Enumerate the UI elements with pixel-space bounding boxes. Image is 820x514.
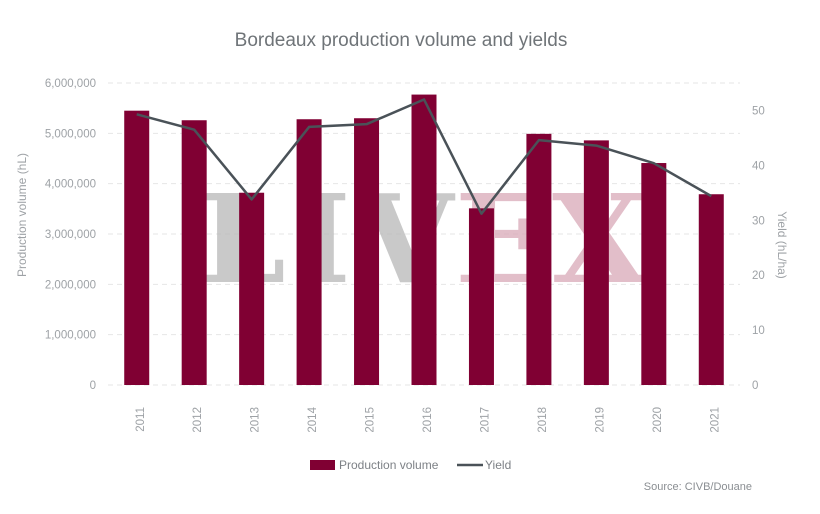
left-axis-label: Production volume (hL) [15, 153, 29, 277]
source-note: Source: CIVB/Douane [644, 481, 752, 493]
x-tick-label: 2019 [594, 407, 606, 433]
x-tick-label: 2017 [479, 407, 491, 433]
legend: Production volume Yield [310, 458, 511, 472]
legend-label-production: Production volume [339, 458, 439, 472]
right-tick-label: 0 [752, 380, 758, 392]
left-tick-label: 2,000,000 [45, 279, 96, 291]
bar-2016 [411, 94, 437, 386]
x-tick-label: 2013 [250, 407, 262, 433]
bar-2014 [296, 119, 322, 386]
bar-2018 [526, 133, 552, 385]
right-axis-label: Yield (hL/ha) [775, 211, 789, 279]
bar-2021 [698, 194, 724, 385]
x-tick-label: 2018 [537, 407, 549, 433]
x-tick-label: 2012 [192, 407, 204, 433]
left-tick-label: 6,000,000 [45, 78, 96, 90]
legend-swatch-production [310, 460, 335, 470]
x-tick-label: 2020 [652, 407, 664, 433]
x-tick-label: 2016 [422, 407, 434, 433]
x-tick-label: 2021 [709, 407, 721, 433]
right-tick-label: 10 [752, 325, 765, 337]
chart-title: Bordeaux production volume and yields [235, 30, 568, 51]
left-tick-label: 0 [90, 380, 96, 392]
right-tick-label: 50 [752, 105, 765, 117]
left-tick-label: 5,000,000 [45, 128, 96, 140]
bar-2020 [641, 163, 667, 385]
bar-2019 [583, 140, 609, 385]
bar-2011 [124, 110, 150, 385]
x-tick-label: 2014 [307, 406, 319, 432]
right-tick-label: 40 [752, 160, 765, 172]
legend-label-yield: Yield [485, 458, 511, 472]
right-axis-ticks: 0 10 20 30 40 50 [752, 105, 765, 392]
x-tick-label: 2011 [135, 407, 147, 432]
left-tick-label: 3,000,000 [45, 229, 96, 241]
production-bars [124, 94, 724, 386]
right-tick-label: 20 [752, 270, 765, 282]
bar-2012 [181, 120, 207, 385]
x-tick-label: 2015 [365, 407, 377, 433]
bar-2017 [468, 208, 494, 385]
left-tick-label: 1,000,000 [45, 330, 96, 342]
bar-2015 [354, 118, 380, 385]
yield-line [136, 98, 712, 215]
left-axis-ticks: 0 1,000,000 2,000,000 3,000,000 4,000,000 5,0… [45, 78, 96, 392]
bar-2013 [239, 192, 265, 385]
x-axis-ticks: 2011 2012 2013 2014 2015 2016 2017 2018 2019 2020… [135, 406, 722, 432]
right-tick-label: 30 [752, 215, 765, 227]
left-tick-label: 4,000,000 [45, 179, 96, 191]
